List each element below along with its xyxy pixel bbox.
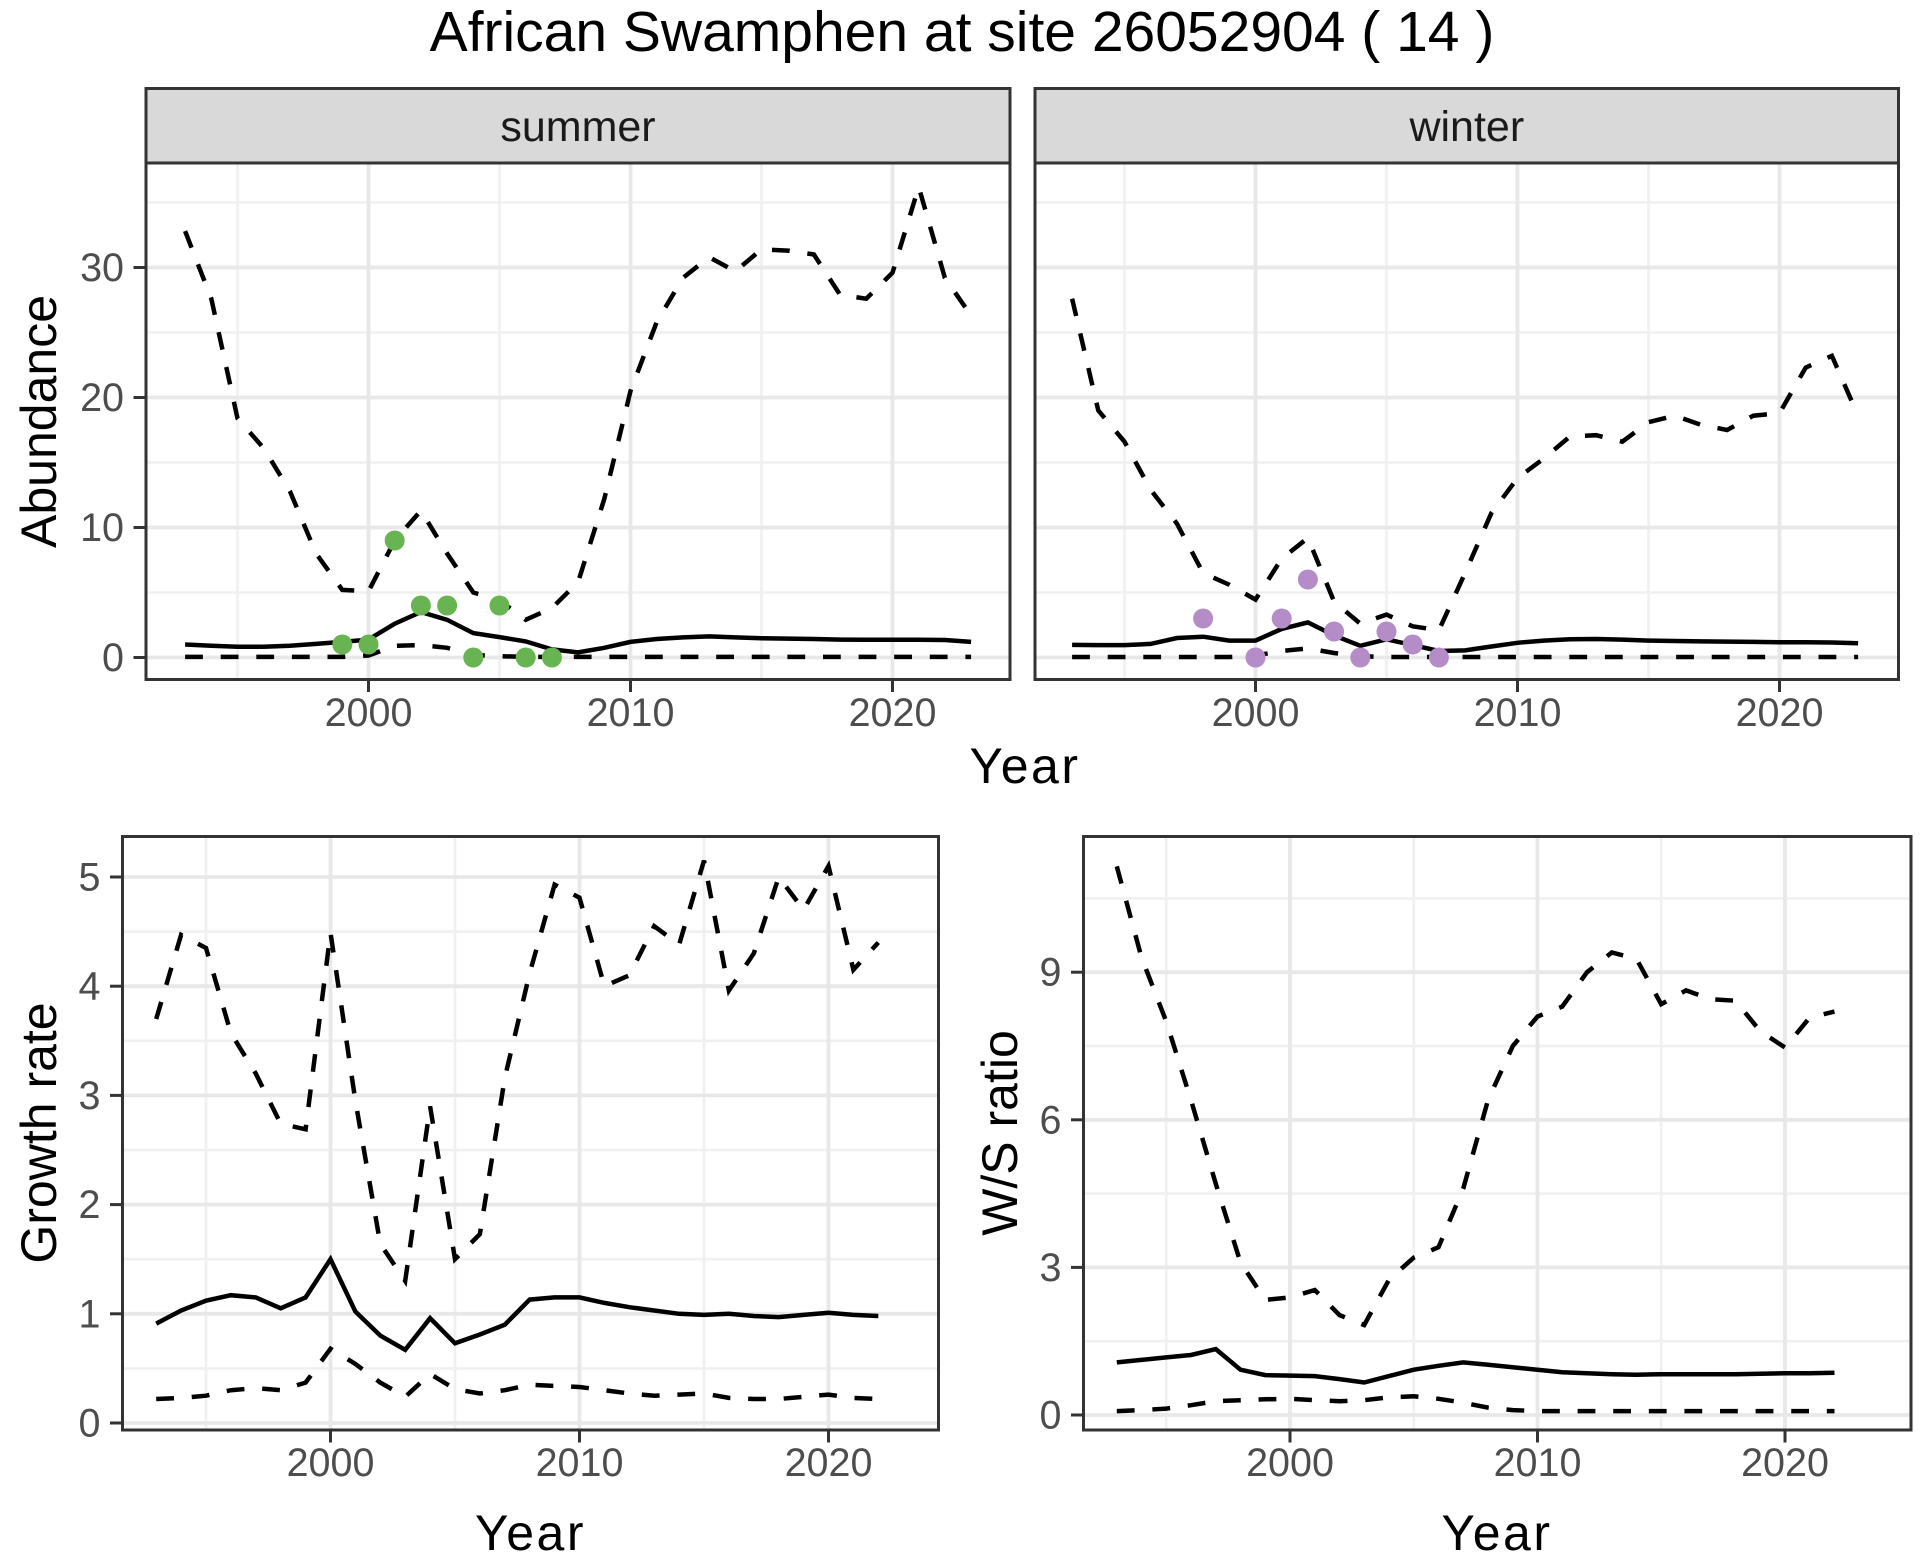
svg-text:20: 20	[80, 376, 124, 420]
svg-text:2000: 2000	[325, 691, 413, 735]
svg-text:2000: 2000	[287, 1441, 375, 1485]
svg-text:6: 6	[1040, 1098, 1062, 1142]
svg-text:5: 5	[79, 856, 101, 900]
svg-text:2010: 2010	[587, 691, 675, 735]
svg-text:Year: Year	[475, 1505, 586, 1560]
svg-text:W/S ratio: W/S ratio	[972, 1030, 1028, 1236]
svg-text:winter: winter	[1408, 103, 1524, 151]
svg-text:2020: 2020	[785, 1441, 873, 1485]
svg-text:4: 4	[79, 965, 101, 1009]
svg-text:Year: Year	[1441, 1505, 1552, 1560]
svg-text:3: 3	[79, 1074, 101, 1118]
svg-text:Growth rate: Growth rate	[11, 1002, 67, 1263]
svg-text:2010: 2010	[1494, 1441, 1582, 1485]
svg-text:2020: 2020	[1736, 691, 1824, 735]
svg-text:2010: 2010	[536, 1441, 624, 1485]
svg-text:Abundance: Abundance	[11, 295, 67, 548]
svg-text:African Swamphen at site 26052: African Swamphen at site 26052904 ( 14 )	[430, 0, 1495, 64]
svg-text:2010: 2010	[1474, 691, 1562, 735]
svg-text:30: 30	[80, 246, 124, 290]
svg-text:2000: 2000	[1246, 1441, 1334, 1485]
svg-text:10: 10	[80, 506, 124, 550]
svg-text:9: 9	[1040, 951, 1062, 995]
svg-text:0: 0	[79, 1402, 101, 1446]
svg-text:3: 3	[1040, 1246, 1062, 1290]
svg-text:1: 1	[79, 1292, 101, 1336]
svg-text:2020: 2020	[1741, 1441, 1829, 1485]
svg-text:2000: 2000	[1212, 691, 1300, 735]
svg-text:summer: summer	[500, 103, 655, 151]
svg-text:Year: Year	[969, 738, 1080, 794]
svg-text:0: 0	[102, 636, 124, 680]
svg-text:0: 0	[1040, 1394, 1062, 1438]
svg-text:2020: 2020	[849, 691, 937, 735]
svg-text:2: 2	[79, 1183, 101, 1227]
